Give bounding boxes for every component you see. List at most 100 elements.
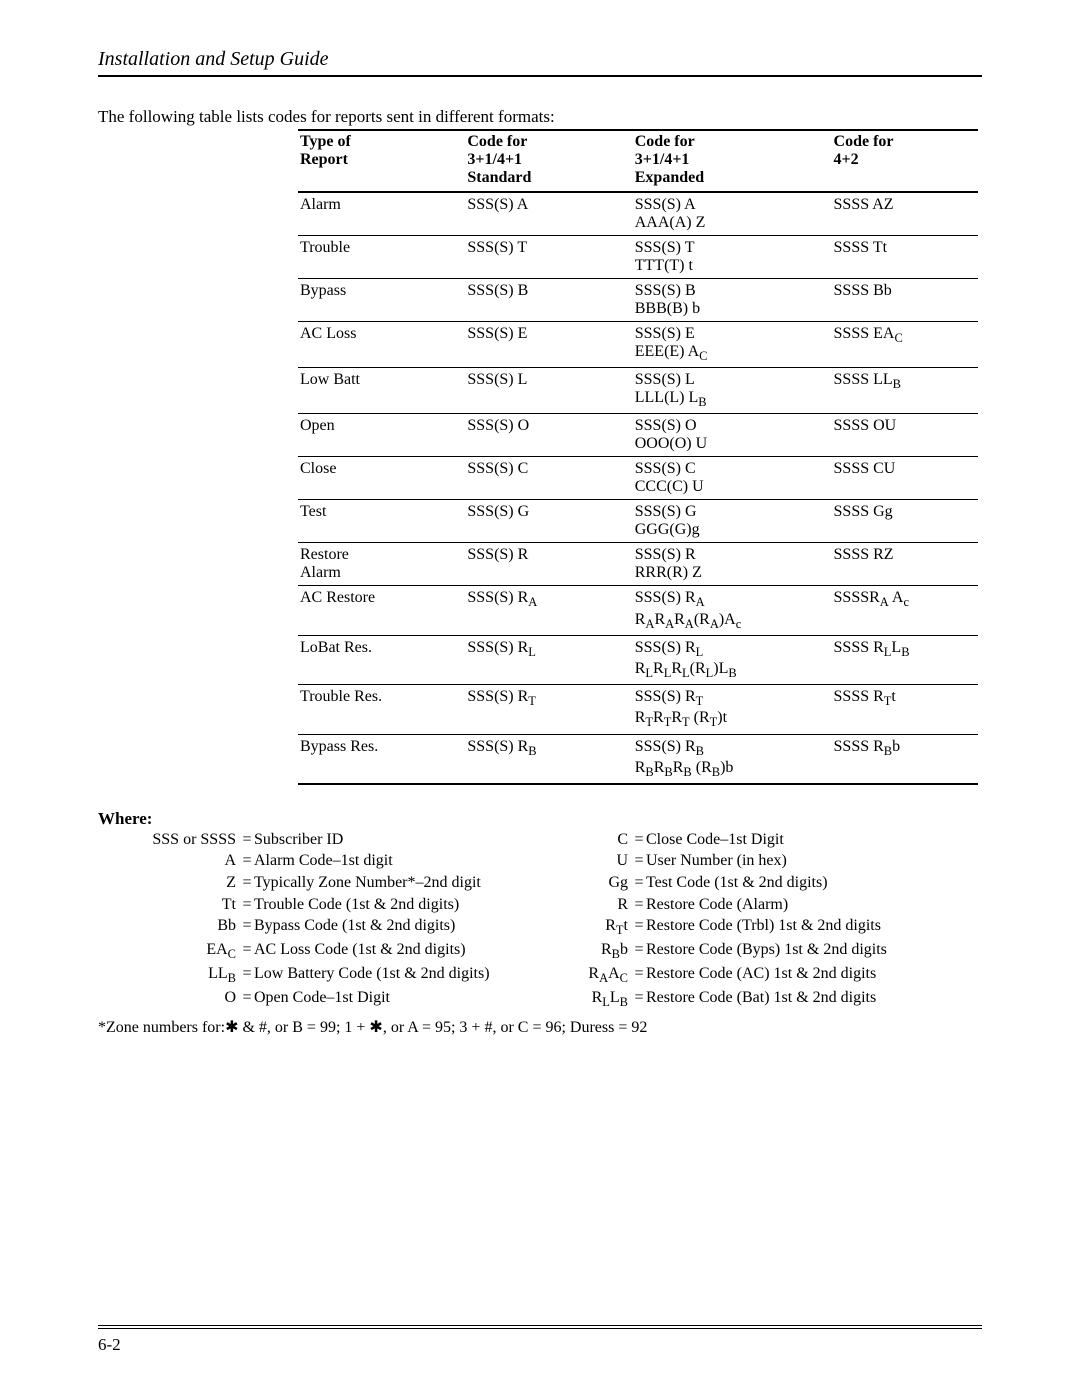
equals-sign: = [632, 987, 646, 1011]
where-left: Bb=Bypass Code (1st & 2nd digits) [132, 915, 572, 939]
cell-type: Trouble Res. [298, 685, 465, 734]
th-4plus2: Code for 4+2 [832, 130, 978, 192]
page-header: Installation and Setup Guide [98, 48, 982, 77]
cell-type: AC Loss [298, 322, 465, 368]
table-row: AlarmSSS(S) ASSS(S) AAAA(A) ZSSSS AZ [298, 192, 978, 236]
where-desc: Low Battery Code (1st & 2nd digits) [254, 963, 572, 987]
cell-expanded: SSS(S) RTRTRTRT (RT)t [633, 685, 832, 734]
cell-type: AC Restore [298, 586, 465, 635]
cell-expanded: SSS(S) OOOO(O) U [633, 414, 832, 457]
table-row: BypassSSS(S) BSSS(S) BBBB(B) bSSSS Bb [298, 279, 978, 322]
where-key: SSS or SSSS [132, 829, 240, 851]
cell-4plus2: SSSS Tt [832, 236, 978, 279]
cell-standard: SSS(S) RL [465, 635, 632, 684]
header-title: Installation and Setup Guide [98, 48, 329, 70]
cell-standard: SSS(S) RT [465, 685, 632, 734]
equals-sign: = [240, 987, 254, 1011]
where-desc: User Number (in hex) [646, 850, 982, 872]
cell-4plus2: SSSS CU [832, 457, 978, 500]
equals-sign: = [240, 915, 254, 939]
cell-4plus2: SSSS AZ [832, 192, 978, 236]
cell-standard: SSS(S) L [465, 368, 632, 414]
where-desc: Typically Zone Number*–2nd digit [254, 872, 572, 894]
equals-sign: = [632, 963, 646, 987]
where-desc: Trouble Code (1st & 2nd digits) [254, 894, 572, 916]
where-desc: Restore Code (Byps) 1st & 2nd digits [646, 939, 982, 963]
cell-4plus2: SSSSRA Ac [832, 586, 978, 635]
where-row: O=Open Code–1st DigitRLLB=Restore Code (… [132, 987, 982, 1011]
cell-type: RestoreAlarm [298, 543, 465, 586]
where-desc: Open Code–1st Digit [254, 987, 572, 1011]
equals-sign: = [240, 872, 254, 894]
cell-standard: SSS(S) RB [465, 734, 632, 784]
where-key: RLLB [572, 987, 632, 1011]
where-right: R=Restore Code (Alarm) [572, 894, 982, 916]
cell-4plus2: SSSS Bb [832, 279, 978, 322]
where-key: Bb [132, 915, 240, 939]
where-left: SSS or SSSS=Subscriber ID [132, 829, 572, 851]
cell-expanded: SSS(S) GGGG(G)g [633, 500, 832, 543]
where-grid: SSS or SSSS=Subscriber IDC=Close Code–1s… [132, 829, 982, 1012]
where-right: RAAC=Restore Code (AC) 1st & 2nd digits [572, 963, 982, 987]
cell-type: LoBat Res. [298, 635, 465, 684]
cell-expanded: SSS(S) RRRR(R) Z [633, 543, 832, 586]
cell-standard: SSS(S) O [465, 414, 632, 457]
where-key: RBb [572, 939, 632, 963]
cell-4plus2: SSSS Gg [832, 500, 978, 543]
cell-type: Bypass [298, 279, 465, 322]
where-key: U [572, 850, 632, 872]
cell-expanded: SSS(S) RLRLRLRL(RL)LB [633, 635, 832, 684]
table-row: RestoreAlarmSSS(S) RSSS(S) RRRR(R) ZSSSS… [298, 543, 978, 586]
where-left: Tt=Trouble Code (1st & 2nd digits) [132, 894, 572, 916]
cell-standard: SSS(S) RA [465, 586, 632, 635]
where-row: A=Alarm Code–1st digitU=User Number (in … [132, 850, 982, 872]
th-expanded: Code for 3+1/4+1 Expanded [633, 130, 832, 192]
where-block: Where: SSS or SSSS=Subscriber IDC=Close … [98, 809, 982, 1038]
equals-sign: = [632, 829, 646, 851]
where-desc: Alarm Code–1st digit [254, 850, 572, 872]
where-row: SSS or SSSS=Subscriber IDC=Close Code–1s… [132, 829, 982, 851]
where-key: R [572, 894, 632, 916]
zone-footnote: *Zone numbers for:✱ & #, or B = 99; 1 + … [98, 1017, 982, 1037]
where-left: O=Open Code–1st Digit [132, 987, 572, 1011]
where-right: RBb=Restore Code (Byps) 1st & 2nd digits [572, 939, 982, 963]
cell-type: Bypass Res. [298, 734, 465, 784]
cell-type: Close [298, 457, 465, 500]
where-left: LLB=Low Battery Code (1st & 2nd digits) [132, 963, 572, 987]
cell-4plus2: SSSS RZ [832, 543, 978, 586]
cell-4plus2: SSSS OU [832, 414, 978, 457]
cell-4plus2: SSSS RTt [832, 685, 978, 734]
where-right: Gg=Test Code (1st & 2nd digits) [572, 872, 982, 894]
table-header-row: Type of Report Code for 3+1/4+1 Standard… [298, 130, 978, 192]
table-row: LoBat Res.SSS(S) RLSSS(S) RLRLRLRL(RL)LB… [298, 635, 978, 684]
cell-expanded: SSS(S) RARARARA(RA)Ac [633, 586, 832, 635]
cell-standard: SSS(S) G [465, 500, 632, 543]
where-key: O [132, 987, 240, 1011]
equals-sign: = [632, 939, 646, 963]
where-key: RAAC [572, 963, 632, 987]
where-desc: Restore Code (Bat) 1st & 2nd digits [646, 987, 982, 1011]
equals-sign: = [240, 939, 254, 963]
equals-sign: = [632, 850, 646, 872]
cell-expanded: SSS(S) RBRBRBRB (RB)b [633, 734, 832, 784]
cell-standard: SSS(S) R [465, 543, 632, 586]
cell-4plus2: SSSS LLB [832, 368, 978, 414]
cell-4plus2: SSSS EAC [832, 322, 978, 368]
where-right: U=User Number (in hex) [572, 850, 982, 872]
cell-standard: SSS(S) B [465, 279, 632, 322]
table-row: Trouble Res.SSS(S) RTSSS(S) RTRTRTRT (RT… [298, 685, 978, 734]
where-right: C=Close Code–1st Digit [572, 829, 982, 851]
equals-sign: = [240, 850, 254, 872]
intro-text: The following table lists codes for repo… [98, 107, 982, 127]
table-row: TestSSS(S) GSSS(S) GGGG(G)gSSSS Gg [298, 500, 978, 543]
equals-sign: = [632, 894, 646, 916]
page: Installation and Setup Guide The followi… [0, 0, 1080, 1397]
table-row: Low BattSSS(S) LSSS(S) LLLL(L) LBSSSS LL… [298, 368, 978, 414]
where-desc: Bypass Code (1st & 2nd digits) [254, 915, 572, 939]
where-desc: AC Loss Code (1st & 2nd digits) [254, 939, 572, 963]
where-left: EAC=AC Loss Code (1st & 2nd digits) [132, 939, 572, 963]
table-row: TroubleSSS(S) TSSS(S) TTTT(T) tSSSS Tt [298, 236, 978, 279]
th-type: Type of Report [298, 130, 465, 192]
cell-expanded: SSS(S) AAAA(A) Z [633, 192, 832, 236]
cell-standard: SSS(S) T [465, 236, 632, 279]
